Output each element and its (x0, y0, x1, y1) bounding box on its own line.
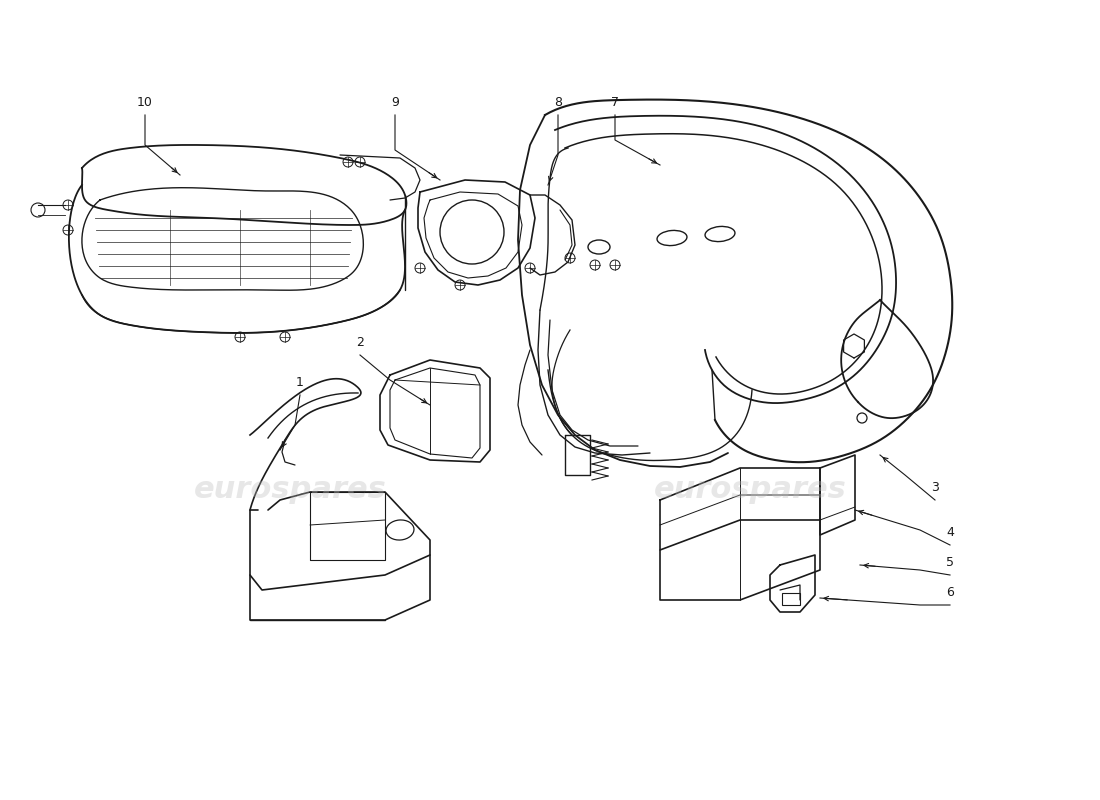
Text: 1: 1 (296, 376, 304, 389)
Text: 6: 6 (946, 586, 954, 599)
Text: 9: 9 (392, 96, 399, 109)
Text: eurospares: eurospares (194, 475, 386, 505)
Text: 2: 2 (356, 336, 364, 349)
Text: 5: 5 (946, 556, 954, 569)
Text: 10: 10 (138, 96, 153, 109)
Text: 7: 7 (610, 96, 619, 109)
Text: eurospares: eurospares (653, 475, 846, 505)
Text: 8: 8 (554, 96, 562, 109)
Text: 3: 3 (931, 481, 939, 494)
Text: 4: 4 (946, 526, 954, 539)
